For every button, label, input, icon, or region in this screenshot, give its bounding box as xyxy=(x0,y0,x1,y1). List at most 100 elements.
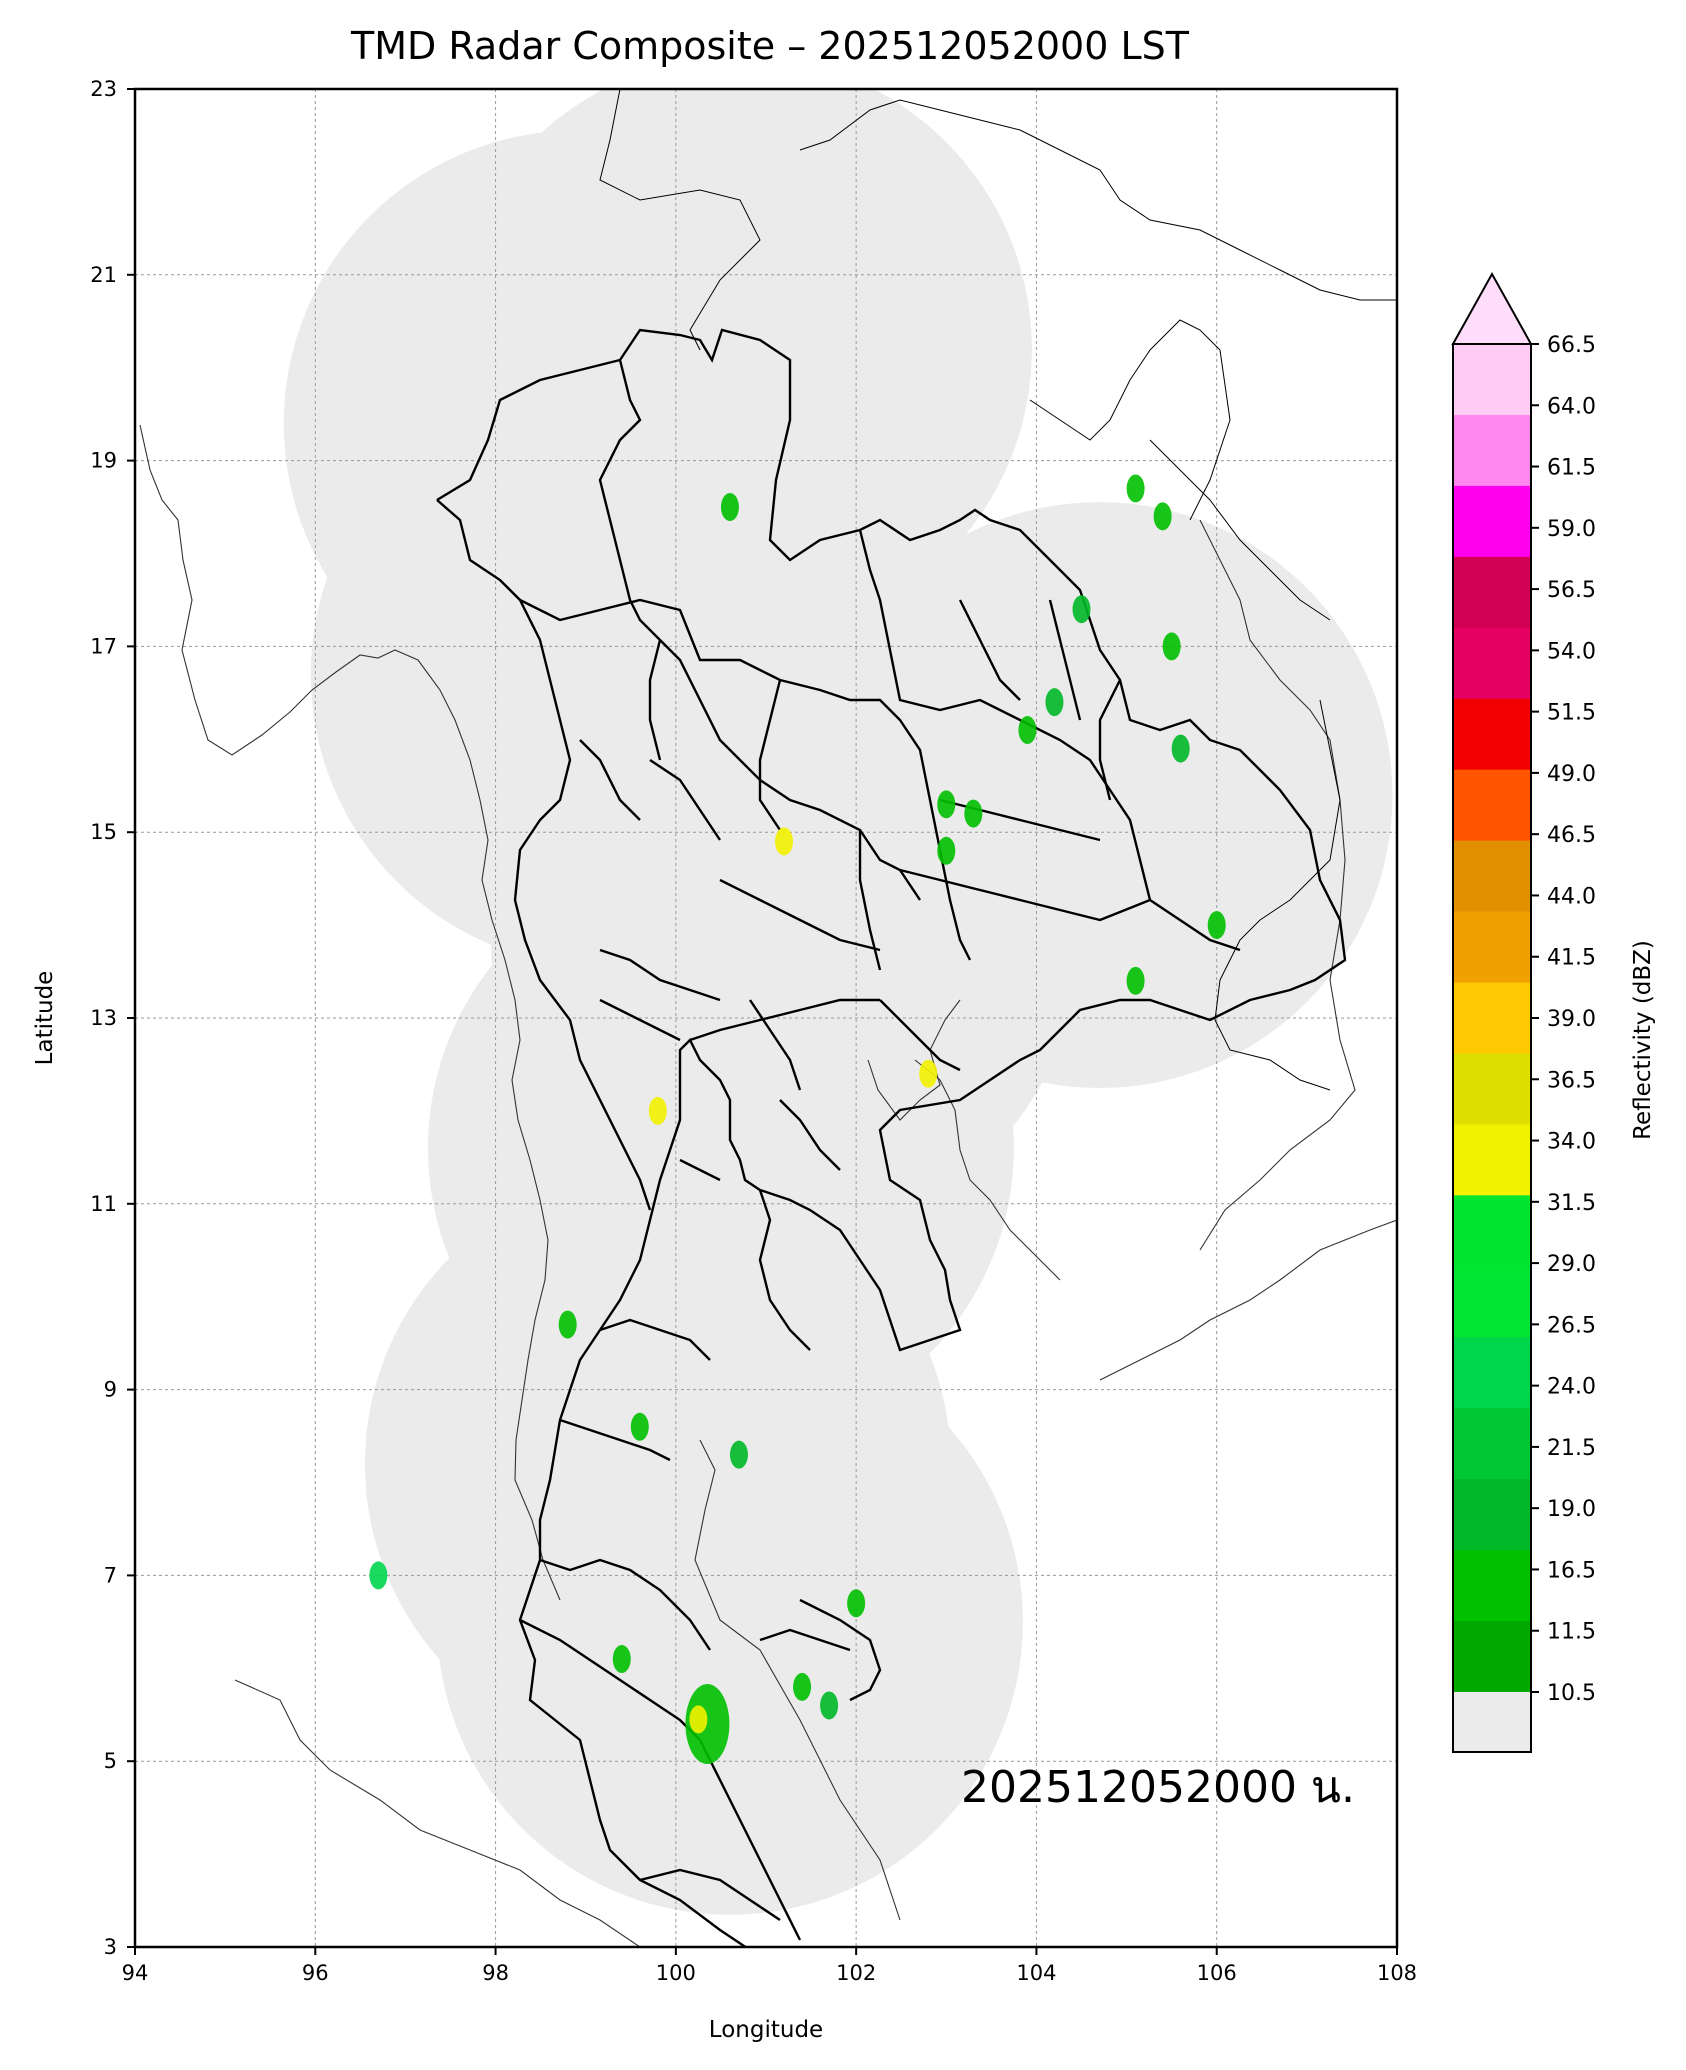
colorbar-tick-label: 29.0 xyxy=(1547,1252,1596,1277)
colorbar-tick-label: 51.5 xyxy=(1547,701,1596,726)
radar-echo-cell xyxy=(793,1672,812,1701)
x-axis-title: Longitude xyxy=(709,2017,823,2043)
y-axis-title: Latitude xyxy=(32,971,58,1066)
radar-echo-cell xyxy=(1072,595,1091,624)
colorbar-tick-label: 59.0 xyxy=(1547,517,1596,542)
radar-echo-cell xyxy=(1162,632,1181,661)
colorbar-tick-label: 26.5 xyxy=(1547,1313,1596,1338)
radar-echo-cell xyxy=(612,1645,631,1674)
radar-coverage-circle xyxy=(436,1328,1023,1915)
colorbar-tick-label: 36.5 xyxy=(1547,1068,1596,1093)
radar-echo-cell xyxy=(937,790,956,819)
radar-echo-cell xyxy=(558,1310,577,1339)
colorbar-band xyxy=(1453,769,1531,842)
colorbar-band xyxy=(1453,911,1531,984)
colorbar-band xyxy=(1453,1550,1531,1622)
x-tick-label: 102 xyxy=(836,1961,876,1985)
radar-echo-cell xyxy=(630,1412,649,1441)
colorbar-band xyxy=(1453,1124,1531,1196)
radar-echo-cell xyxy=(685,1684,730,1765)
radar-echo-cell xyxy=(847,1589,866,1618)
colorbar-tick-label: 16.5 xyxy=(1547,1558,1596,1583)
radar-echo-cell xyxy=(1126,966,1145,995)
y-tick-label: 23 xyxy=(90,77,117,101)
y-tick-label: 5 xyxy=(104,1749,117,1773)
colorbar-band xyxy=(1453,485,1531,558)
colorbar-tick-label: 21.5 xyxy=(1547,1436,1596,1461)
x-tick-label: 108 xyxy=(1377,1961,1417,1985)
colorbar-tick-label: 64.0 xyxy=(1547,394,1596,419)
colorbar-band xyxy=(1453,1337,1531,1409)
radar-echo-cell xyxy=(1153,502,1172,531)
colorbar-tick-label: 19.0 xyxy=(1547,1497,1596,1522)
colorbar-tick-label: 54.0 xyxy=(1547,639,1596,664)
radar-echo-cell xyxy=(729,1440,748,1469)
colorbar-tick-label: 24.0 xyxy=(1547,1375,1596,1400)
y-tick-label: 9 xyxy=(104,1378,117,1402)
y-tick-label: 13 xyxy=(90,1006,117,1030)
colorbar-band xyxy=(1453,414,1531,487)
colorbar-under-band xyxy=(1453,1692,1531,1752)
colorbar-band xyxy=(1453,1053,1531,1125)
colorbar-band xyxy=(1453,1408,1531,1480)
y-tick-label: 17 xyxy=(90,634,117,658)
y-tick-label: 21 xyxy=(90,263,117,287)
colorbar-tick-label: 34.0 xyxy=(1547,1130,1596,1155)
x-tick-label: 94 xyxy=(122,1961,149,1985)
colorbar-tick-label: 10.5 xyxy=(1547,1681,1596,1706)
y-tick-label: 19 xyxy=(90,449,117,473)
colorbar-frame xyxy=(1452,343,1532,1753)
colorbar-tick-label: 31.5 xyxy=(1547,1191,1596,1216)
colorbar-tick-label: 49.0 xyxy=(1547,762,1596,787)
colorbar-tick-label: 44.0 xyxy=(1547,884,1596,909)
radar-echo-cell xyxy=(689,1705,708,1734)
y-tick-label: 11 xyxy=(90,1192,117,1216)
y-tick-label: 3 xyxy=(104,1935,117,1959)
colorbar-band xyxy=(1453,840,1531,913)
lat-lon-grid xyxy=(135,89,1397,1947)
reflectivity-colorbar: 66.5 64.0 61.5 59.0 56.5 54.0 51.5 49.0 46.5 44.0… xyxy=(1451,271,1596,1753)
coastline-lines xyxy=(139,424,1397,1947)
international-borders xyxy=(599,89,1397,1091)
radar-echo-cell xyxy=(1018,716,1037,745)
colorbar-tick-label: 41.5 xyxy=(1547,946,1596,971)
thailand-province-boundaries xyxy=(436,328,1347,1947)
x-tick-label: 104 xyxy=(1016,1961,1056,1985)
colorbar-title: Reflectivity (dBZ) xyxy=(1630,940,1656,1140)
x-tick-label: 106 xyxy=(1197,1961,1237,1985)
map-title: TMD Radar Composite – 202512052000 LST xyxy=(351,24,1189,68)
colorbar-band xyxy=(1453,1621,1531,1693)
radar-echo-cell xyxy=(1045,688,1064,717)
x-tick-label: 98 xyxy=(482,1961,509,1985)
colorbar-tick-label: 66.5 xyxy=(1547,333,1596,358)
radar-echo-cell xyxy=(775,827,794,856)
radar-echo-cells xyxy=(369,474,1226,1765)
colorbar-tick-label: 39.0 xyxy=(1547,1007,1596,1032)
timestamp-label: 202512052000 น. xyxy=(961,1762,1355,1813)
radar-echo-cell xyxy=(1171,734,1190,763)
radar-echo-cell xyxy=(1207,911,1226,940)
radar-echo-cell xyxy=(964,799,983,828)
x-tick-label: 96 xyxy=(302,1961,329,1985)
colorbar-extend-arrow xyxy=(1451,271,1533,345)
y-tick-label: 15 xyxy=(90,820,117,844)
colorbar-band xyxy=(1453,556,1531,629)
colorbar-tick-label: 11.5 xyxy=(1547,1620,1596,1645)
radar-echo-cell xyxy=(919,1059,938,1088)
colorbar-tick-label: 61.5 xyxy=(1547,456,1596,481)
y-tick-label: 7 xyxy=(104,1563,117,1587)
colorbar-band xyxy=(1453,982,1531,1054)
radar-echo-cell xyxy=(1126,474,1145,503)
colorbar-band xyxy=(1453,1195,1531,1267)
colorbar-band xyxy=(1453,1479,1531,1551)
colorbar-tick-label: 56.5 xyxy=(1547,578,1596,603)
radar-echo-cell xyxy=(820,1691,839,1720)
radar-echo-cell xyxy=(720,493,739,522)
x-tick-label: 100 xyxy=(656,1961,696,1985)
x-axis-ticks: 94 96 98 100 102 104 106 108 xyxy=(122,1947,1417,1985)
colorbar-band xyxy=(1453,1266,1531,1338)
radar-echo-cell xyxy=(937,836,956,865)
colorbar-band xyxy=(1453,698,1531,771)
radar-echo-cell xyxy=(648,1096,667,1125)
